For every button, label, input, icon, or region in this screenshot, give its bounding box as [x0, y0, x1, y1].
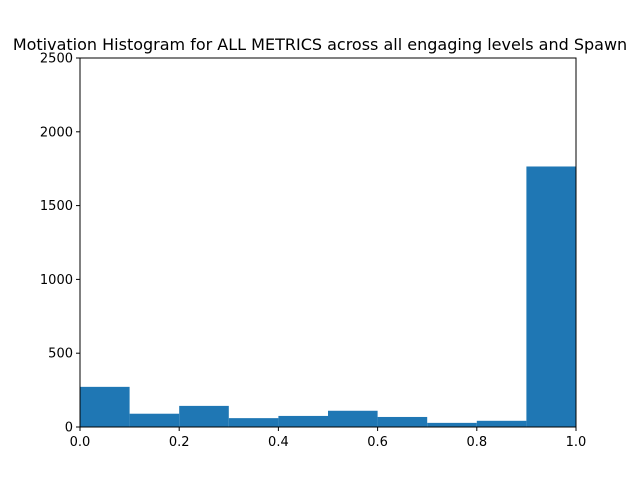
- x-tick-label: 0.0: [70, 435, 91, 450]
- y-tick-label: 2500: [40, 52, 73, 67]
- bars-group: [80, 166, 576, 427]
- y-tick-label: 1500: [40, 199, 73, 214]
- axes-group: 0.0 0.2 0.4 0.6 0.8 1.0 0 500 1000 1500 2000 2500: [40, 52, 586, 451]
- histogram-bar-3: [228, 418, 279, 427]
- histogram-bar-8: [476, 420, 527, 427]
- histogram-bar-2: [179, 405, 229, 427]
- y-tick-label: 1000: [40, 273, 73, 288]
- histogram-bar-6: [377, 416, 428, 427]
- chart-title: Motivation Histogram for ALL METRICS acr…: [13, 35, 627, 54]
- y-tick-label: 0: [65, 421, 73, 436]
- x-tick-label: 0.2: [169, 435, 190, 450]
- x-tick-label: 0.8: [466, 435, 487, 450]
- plot-frame: [79, 57, 577, 428]
- histogram-bar-5: [328, 410, 378, 427]
- histogram-bar-9: [526, 166, 576, 427]
- histogram-bar-7: [427, 422, 477, 427]
- x-tick-label: 0.4: [268, 435, 289, 450]
- histogram-bar-4: [278, 415, 328, 427]
- x-tick-label: 0.6: [367, 435, 388, 450]
- histogram-bar-1: [129, 413, 180, 427]
- y-tick-label: 500: [48, 347, 73, 362]
- x-tick-label: 1.0: [566, 435, 587, 450]
- histogram-bar-0: [80, 386, 130, 427]
- y-tick-label: 2000: [40, 125, 73, 140]
